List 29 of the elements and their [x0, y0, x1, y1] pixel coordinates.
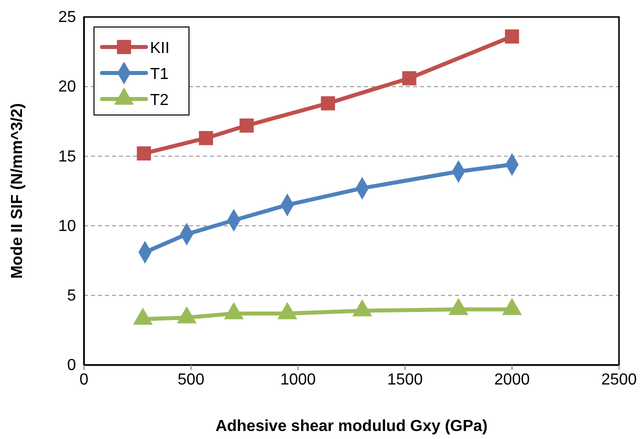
point [402, 71, 416, 86]
y-tick-label: 15 [58, 148, 76, 166]
x-tick-label: 500 [178, 371, 204, 388]
point [132, 308, 153, 325]
point [176, 306, 197, 324]
point [277, 302, 298, 320]
y-tick-label: 25 [58, 9, 76, 26]
point [136, 146, 151, 160]
legend-label: T1 [150, 66, 169, 83]
point [240, 118, 254, 133]
point [352, 299, 372, 316]
y-tick-label: 5 [67, 288, 76, 305]
y-tick-label: 0 [67, 357, 76, 374]
x-tick-label: 1000 [280, 371, 316, 388]
point [320, 96, 336, 110]
x-tick-label: 1500 [387, 371, 423, 388]
legend-label: KII [150, 40, 170, 57]
point [502, 298, 522, 316]
y-tick-label: 20 [58, 78, 76, 96]
point [448, 298, 468, 316]
x-axis-title: Adhesive shear modulud Gxy (GPa) [215, 418, 488, 435]
x-tick-label: 2500 [601, 371, 637, 388]
point [198, 131, 214, 146]
point [224, 302, 244, 320]
legend-label: T2 [150, 92, 169, 109]
y-tick-label: 10 [58, 218, 76, 235]
y-axis-title: Mode II SIF (N/mm^3/2) [9, 103, 26, 279]
x-tick-label: 0 [80, 371, 89, 388]
x-tick-label: 2000 [494, 371, 530, 388]
